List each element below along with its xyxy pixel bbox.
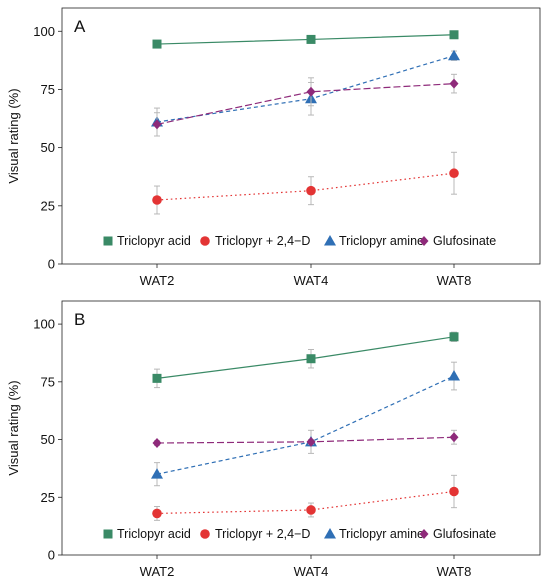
y-tick-label: 0: [48, 257, 55, 272]
y-tick-label: 75: [41, 82, 55, 97]
legend-marker: [200, 236, 210, 246]
series-line: [156, 34, 455, 45]
x-tick-label: WAT4: [294, 273, 329, 288]
plot-frame: [61, 300, 541, 556]
legend-marker: [103, 236, 113, 246]
y-tick-label: 25: [41, 490, 55, 505]
legend-marker: [200, 529, 210, 539]
y-tick-label: 25: [41, 198, 55, 213]
legend-label: Triclopyr amine: [339, 527, 424, 541]
series-line: [156, 375, 455, 475]
data-point: [306, 354, 316, 364]
plot-frame: [61, 7, 541, 265]
data-point: [152, 508, 162, 519]
data-point: [306, 86, 316, 97]
data-point: [306, 185, 316, 196]
legend-marker: [419, 529, 429, 539]
y-axis-title: Visual rating (%): [6, 380, 21, 475]
data-point: [152, 373, 162, 383]
panel-label: A: [74, 17, 86, 36]
x-tick-label: WAT8: [437, 564, 472, 579]
data-point: [152, 195, 162, 205]
legend-label: Triclopyr acid: [117, 234, 191, 248]
legend-marker: [419, 236, 429, 246]
y-tick-label: 100: [33, 317, 55, 332]
legend-marker: [103, 529, 113, 539]
data-point: [306, 34, 316, 44]
series-line: [156, 172, 455, 201]
series-line: [156, 436, 455, 444]
legend: Triclopyr acid Triclopyr + 2,4−D Triclopyr…: [103, 234, 496, 248]
legend-label: Glufosinate: [433, 234, 496, 248]
series-line: [156, 83, 455, 125]
x-tick-label: WAT8: [437, 273, 472, 288]
y-tick-label: 50: [41, 140, 55, 155]
chart-panel: B Visual rating (%) 0 25 50 75 100 WAT2 WAT4 WAT8…: [6, 300, 541, 579]
data-point: [306, 505, 316, 515]
data-point: [449, 168, 459, 179]
data-point: [449, 486, 459, 497]
legend: Triclopyr acid Triclopyr + 2,4−D Triclopyr…: [103, 527, 496, 541]
data-point: [449, 78, 459, 89]
y-axis-title: Visual rating (%): [6, 88, 21, 183]
data-point: [152, 438, 162, 449]
legend-marker: [324, 528, 336, 539]
y-tick-label: 0: [48, 548, 55, 563]
series-line: [156, 490, 455, 515]
legend-label: Glufosinate: [433, 527, 496, 541]
panel-label: B: [74, 310, 85, 329]
data-point: [448, 370, 460, 381]
x-tick-label: WAT2: [140, 564, 175, 579]
data-point: [449, 332, 459, 342]
legend-marker: [324, 235, 336, 246]
y-tick-label: 50: [41, 432, 55, 447]
data-point: [449, 432, 459, 443]
x-tick-label: WAT2: [140, 273, 175, 288]
y-tick-label: 75: [41, 374, 55, 389]
series-line: [156, 336, 455, 379]
series-line: [156, 55, 455, 123]
legend-label: Triclopyr acid: [117, 527, 191, 541]
data-point: [306, 436, 316, 447]
legend-label: Triclopyr amine: [339, 234, 424, 248]
legend-label: Triclopyr + 2,4−D: [215, 527, 310, 541]
data-point: [449, 30, 459, 40]
data-point: [152, 39, 162, 49]
data-point: [152, 119, 162, 130]
data-point: [151, 468, 163, 479]
y-tick-label: 100: [33, 24, 55, 39]
data-point: [448, 49, 460, 61]
x-tick-label: WAT4: [294, 564, 329, 579]
legend-label: Triclopyr + 2,4−D: [215, 234, 310, 248]
chart-panel: A Visual rating (%) 0 25 50 75 100 WAT2 WAT4 WAT8…: [6, 7, 541, 288]
